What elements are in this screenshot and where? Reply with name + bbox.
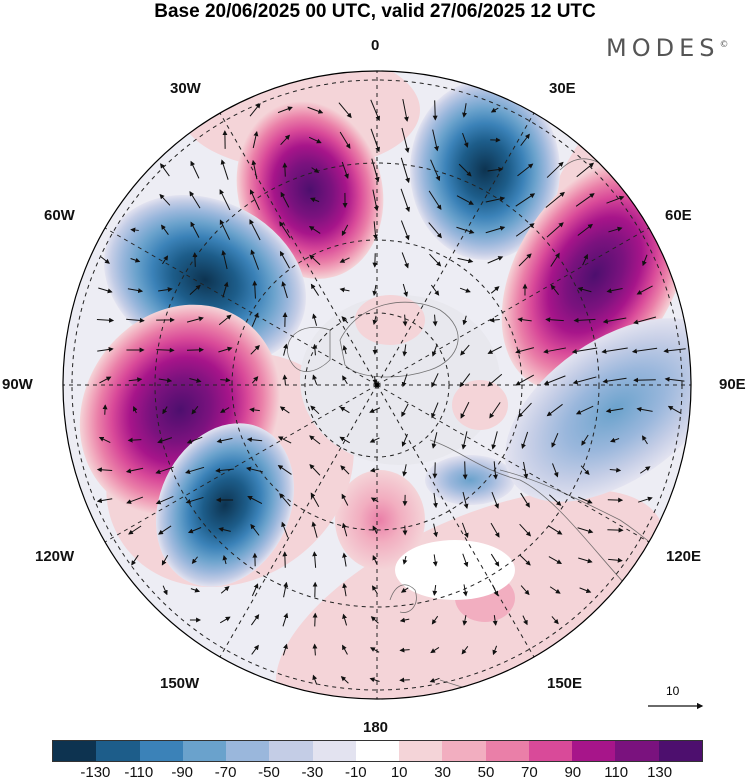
colorbar-swatch: [659, 741, 702, 761]
colorbar-swatch: [96, 741, 139, 761]
colorbar-swatch: [356, 741, 399, 761]
wind-arrow: [285, 163, 286, 176]
lon-label-180: 180: [363, 719, 388, 736]
reference-arrow: [646, 694, 706, 724]
wind-arrow: [607, 530, 622, 531]
colorbar-label: 110: [604, 764, 628, 781]
colorbar-swatch: [183, 741, 226, 761]
wind-arrow: [465, 461, 466, 478]
polar-map: [0, 0, 750, 740]
lon-label-60e: 60E: [665, 207, 692, 224]
colorbar-label: 30: [434, 764, 451, 781]
colorbar-swatch: [486, 741, 529, 761]
colorbar-swatch: [615, 741, 658, 761]
lon-label-30w: 30W: [170, 80, 201, 97]
colorbar-swatch: [313, 741, 356, 761]
wind-arrow: [285, 552, 286, 567]
colorbar-labels: -130 -110 -90 -70 -50 -30 -10 10 30 50 70 90 110 130: [0, 764, 750, 784]
colorbar-label: -70: [215, 764, 237, 781]
colorbar-label: -130: [80, 764, 110, 781]
colorbar-swatch: [572, 741, 615, 761]
lon-label-0: 0: [371, 37, 379, 54]
north-pole-marker: [375, 383, 380, 388]
lon-label-120w: 120W: [35, 548, 74, 565]
colorbar-swatch: [226, 741, 269, 761]
lon-label-120e: 120E: [666, 548, 701, 565]
lon-label-150e: 150E: [547, 675, 582, 692]
anomaly-field: [39, 50, 750, 740]
colorbar-swatch: [529, 741, 572, 761]
lon-label-30e: 30E: [549, 80, 576, 97]
colorbar-label: 90: [564, 764, 581, 781]
colorbar-label: -110: [124, 764, 153, 781]
wind-arrow: [400, 680, 410, 681]
colorbar-label: 10: [391, 764, 408, 781]
colorbar-label: -50: [258, 764, 280, 781]
colorbar-label: -90: [171, 764, 193, 781]
colorbar-swatch: [269, 741, 312, 761]
lon-label-150w: 150W: [160, 675, 199, 692]
colorbar-label: 50: [478, 764, 495, 781]
wind-arrow: [435, 100, 436, 119]
lon-label-60w: 60W: [44, 207, 75, 224]
colorbar-swatch: [399, 741, 442, 761]
colorbar-swatch: [53, 741, 96, 761]
wind-arrow: [315, 614, 316, 627]
colorbar-label: 70: [521, 764, 538, 781]
wind-arrow: [195, 253, 196, 267]
wind-arrow: [405, 315, 406, 326]
reference-vector: 10: [646, 684, 706, 714]
colorbar-label: 130: [647, 764, 672, 781]
colorbar-swatch: [140, 741, 183, 761]
colorbar-label: -30: [302, 764, 324, 781]
lon-label-90w: 90W: [2, 376, 33, 393]
lon-label-90e: 90E: [719, 376, 746, 393]
wind-arrow: [156, 350, 173, 351]
colorbar: [52, 740, 703, 762]
wind-arrow: [187, 350, 203, 351]
colorbar-label: -10: [345, 764, 367, 781]
colorbar-swatch: [442, 741, 485, 761]
